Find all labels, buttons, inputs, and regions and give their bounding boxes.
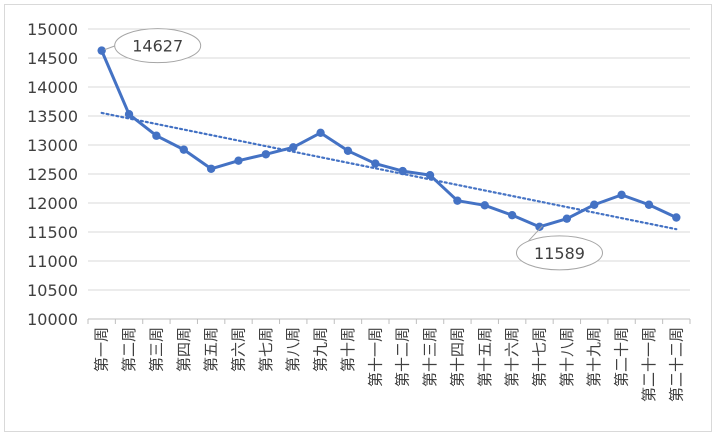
data-point <box>562 214 572 223</box>
y-axis: 10000 10500 11000 11500 12000 12500 13000 13500… <box>27 20 78 329</box>
data-point <box>179 145 188 154</box>
data-point <box>590 200 599 209</box>
data-point <box>206 164 216 173</box>
y-tick-label: 14500 <box>27 49 78 68</box>
x-tick-label: 第五周 <box>202 327 220 372</box>
x-tick-label: 第六周 <box>230 327 248 372</box>
data-point <box>398 166 407 176</box>
gridlines <box>88 28 690 320</box>
y-tick-label: 10500 <box>27 281 78 300</box>
x-tick-label: 第十五周 <box>476 327 494 387</box>
x-tick-label: 第二十周 <box>613 327 631 387</box>
y-tick-label: 12500 <box>27 165 78 184</box>
x-tick-label: 第二十一周 <box>640 327 658 402</box>
y-tick-label: 12000 <box>27 194 78 213</box>
y-tick-label: 14000 <box>27 78 78 97</box>
data-point <box>316 128 325 138</box>
data-point <box>507 210 517 220</box>
chart-frame <box>4 4 712 432</box>
callout-bubble <box>516 235 603 271</box>
data-point <box>535 222 544 232</box>
callout-leader <box>104 45 116 51</box>
y-tick-label: 11000 <box>27 252 78 271</box>
x-tick-label: 第十八周 <box>558 327 576 387</box>
y-tick-label: 10000 <box>27 310 78 329</box>
data-point <box>644 200 654 209</box>
data-point <box>234 156 243 165</box>
data-point <box>617 190 626 200</box>
x-tick-label: 第七周 <box>257 327 275 372</box>
x-tick-label: 第二周 <box>120 327 138 372</box>
y-tick-label: 11500 <box>27 223 78 242</box>
x-tick-label: 第十六周 <box>503 327 521 387</box>
trendline-path <box>100 111 678 231</box>
x-tick-label: 第十四周 <box>448 327 466 387</box>
x-tick-label: 第十二周 <box>394 327 412 387</box>
y-tick-label: 13500 <box>27 107 78 126</box>
x-tick-label: 第二十二周 <box>667 327 685 402</box>
x-tick-label: 第十七周 <box>531 327 549 387</box>
y-tick-label: 13000 <box>27 136 78 155</box>
data-point <box>152 131 161 140</box>
data-point <box>343 146 353 155</box>
x-tick-label: 第十九周 <box>585 327 603 387</box>
callout-bubble <box>114 28 202 64</box>
data-point <box>261 150 271 159</box>
data-points <box>97 46 681 232</box>
trendline <box>100 111 678 231</box>
data-point <box>124 110 134 119</box>
x-tick-label: 第三周 <box>147 327 165 372</box>
data-point <box>97 46 106 55</box>
x-tick-label: 第一周 <box>93 327 111 372</box>
data-point <box>425 170 435 180</box>
x-tick-label: 第十三周 <box>421 327 439 387</box>
x-tick-label: 第十一周 <box>366 327 384 387</box>
series-polyline <box>100 50 677 229</box>
data-point <box>453 196 462 205</box>
callout-label: 11589 <box>534 244 585 263</box>
series-line <box>100 50 677 229</box>
x-tick-label: 第四周 <box>175 327 193 372</box>
callouts: 14627 11589 <box>104 28 603 271</box>
x-axis: 第一周 第二周 第三周 第四周 第五周 第六周 第七周 第八周 第九周 第十周 第十一周 第十二周 第十… <box>87 319 691 402</box>
x-tick-label: 第九周 <box>312 327 330 372</box>
y-tick-label: 15000 <box>27 20 78 39</box>
data-point <box>480 201 489 210</box>
x-tick-label: 第八周 <box>284 327 302 372</box>
callout-label: 14627 <box>132 37 183 56</box>
data-point <box>371 159 380 168</box>
x-tick-label: 第十周 <box>339 327 357 372</box>
data-point <box>289 143 298 152</box>
data-point <box>672 213 681 222</box>
